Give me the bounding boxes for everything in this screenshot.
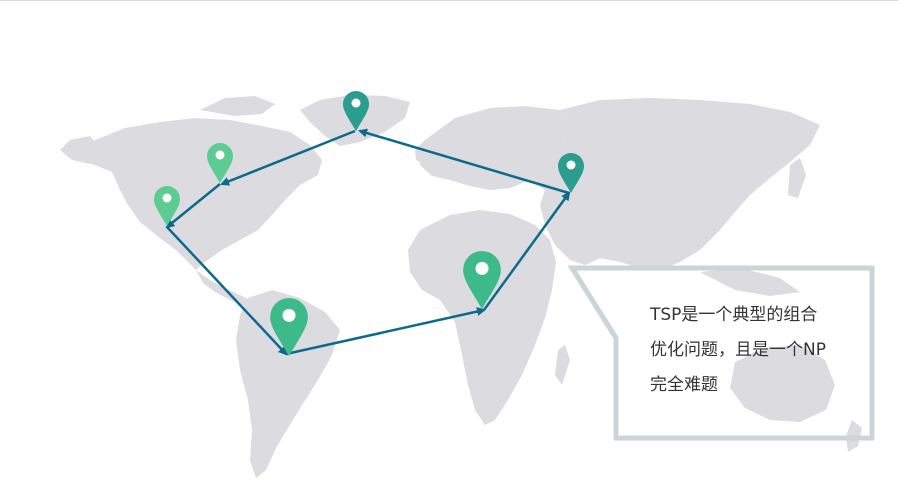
pin-russia xyxy=(558,153,584,193)
route-arrow-usa-west-to-brazil xyxy=(166,226,288,356)
callout-text: TSP是一个典型的组合 优化问题，且是一个NP 完全难题 xyxy=(650,298,860,403)
callout-line-1: TSP是一个典型的组合 xyxy=(650,305,818,325)
map-pin-icon xyxy=(270,298,308,356)
south-america-landmass xyxy=(236,290,340,478)
route-arrow-africa-to-russia xyxy=(482,191,571,311)
map-pin-icon xyxy=(207,143,233,183)
north-america-landmass xyxy=(72,118,322,270)
route-arrow-russia-to-greenland xyxy=(358,128,570,195)
pin-usa-west xyxy=(154,186,180,226)
route-arrow-greenland-to-canada xyxy=(220,129,356,186)
tsp-route xyxy=(165,128,571,356)
pin-brazil xyxy=(270,298,308,356)
australia-landmass xyxy=(730,345,835,422)
pin-canada xyxy=(207,143,233,183)
asia-landmass xyxy=(530,98,820,270)
alaska-landmass xyxy=(60,136,98,160)
map-pin-icon xyxy=(343,91,369,131)
arctic-islands-landmass xyxy=(200,96,275,116)
top-rule xyxy=(0,0,898,1)
route-arrow-brazil-to-africa xyxy=(285,307,486,356)
uk-landmass xyxy=(415,140,432,165)
japan-landmass xyxy=(788,158,806,198)
southeast-asia-islands-landmass xyxy=(700,268,800,296)
madagascar-landmass xyxy=(555,345,570,385)
callout-line-3: 完全难题 xyxy=(650,375,718,395)
route-arrow-canada-to-usa-west xyxy=(165,183,221,229)
europe-landmass xyxy=(420,106,570,190)
map-pin-icon xyxy=(463,251,501,309)
callout-line-2: 优化问题，且是一个NP xyxy=(650,340,826,360)
callout-frame xyxy=(567,265,875,441)
continents xyxy=(60,95,862,478)
pin-central-africa xyxy=(463,251,501,309)
map-pin-icon xyxy=(558,153,584,193)
map-pin-icon xyxy=(154,186,180,226)
pin-greenland xyxy=(343,91,369,131)
